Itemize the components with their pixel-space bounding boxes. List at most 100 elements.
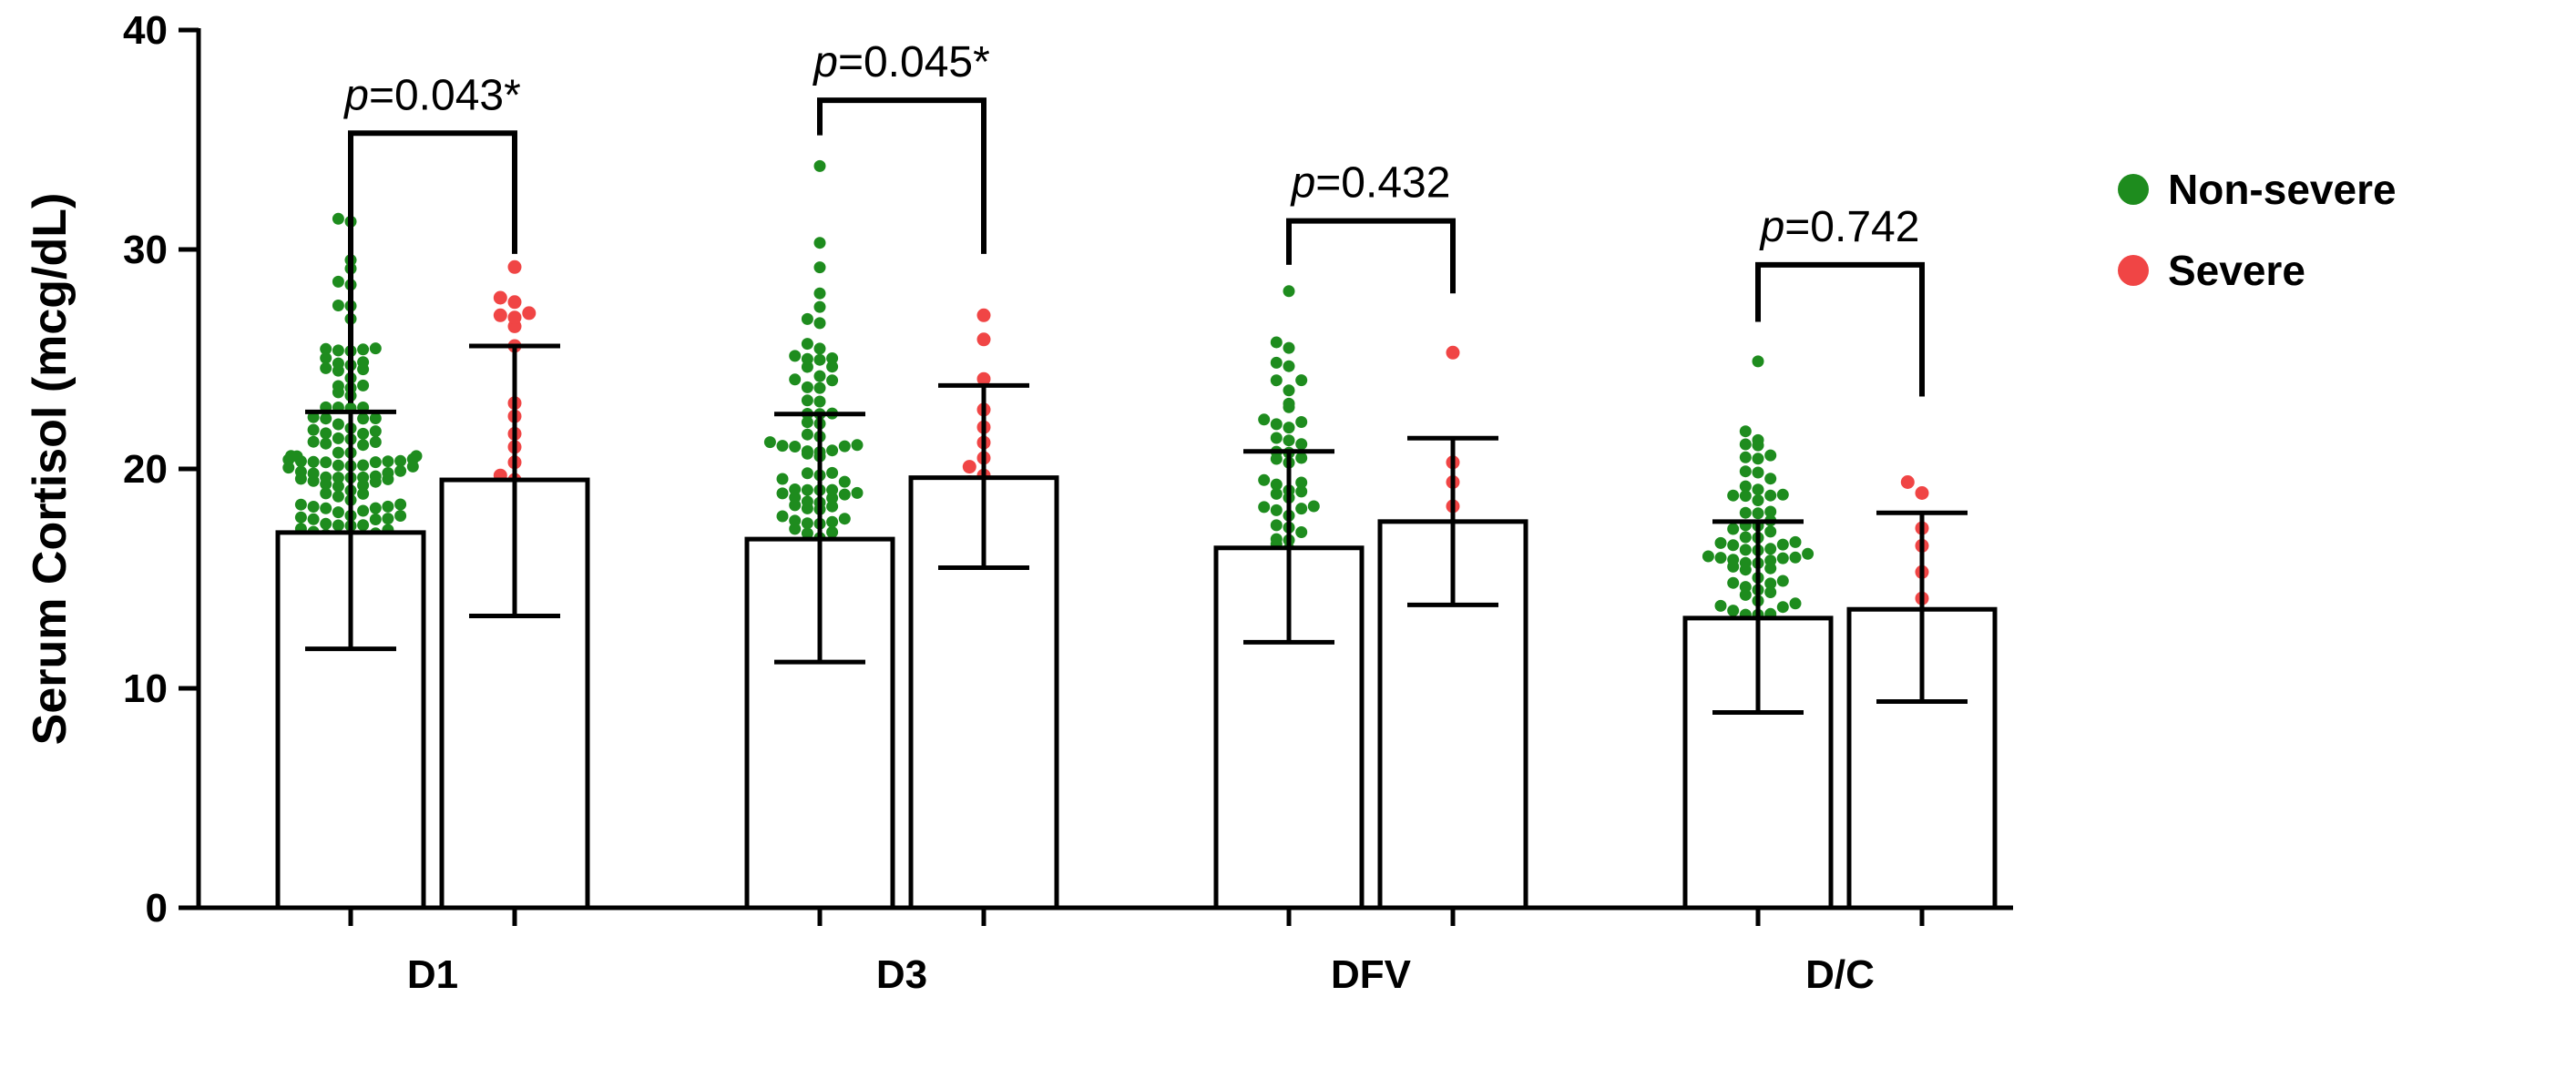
- data-point-non-severe: [838, 440, 851, 453]
- data-point-non-severe: [826, 526, 839, 538]
- data-point-non-severe: [320, 351, 332, 364]
- p-value-prefix: p: [342, 71, 369, 119]
- x-category-label: DFV: [1331, 952, 1412, 997]
- data-point-non-severe: [1764, 586, 1777, 598]
- data-point-non-severe: [1739, 531, 1752, 544]
- data-point-non-severe: [851, 439, 864, 452]
- data-point-non-severe: [1283, 397, 1295, 410]
- data-point-non-severe: [801, 338, 813, 351]
- data-point-non-severe: [1752, 433, 1764, 446]
- legend-label: Severe: [2168, 247, 2305, 294]
- data-point-non-severe: [1270, 418, 1283, 431]
- data-point-non-severe: [1258, 413, 1271, 426]
- data-point-non-severe: [382, 455, 394, 468]
- data-point-non-severe: [801, 416, 813, 429]
- data-point-non-severe: [320, 517, 332, 530]
- data-point-non-severe: [1283, 434, 1295, 447]
- data-point-non-severe: [332, 300, 344, 311]
- data-point-non-severe: [357, 519, 370, 532]
- data-point-non-severe: [1727, 554, 1740, 566]
- data-point-severe: [493, 308, 507, 322]
- data-point-non-severe: [1739, 544, 1752, 556]
- data-point-non-severe: [851, 486, 864, 499]
- data-point-non-severe: [1764, 489, 1777, 502]
- data-point-non-severe: [1270, 478, 1283, 491]
- data-point-severe: [507, 259, 522, 274]
- data-point-non-severe: [1295, 416, 1308, 428]
- data-point-non-severe: [357, 471, 370, 483]
- data-point-non-severe: [813, 395, 826, 408]
- data-point-non-severe: [826, 500, 839, 513]
- data-point-non-severe: [1714, 599, 1727, 612]
- data-point-non-severe: [357, 427, 370, 440]
- data-point-non-severe: [394, 510, 407, 522]
- data-point-non-severe: [320, 412, 332, 425]
- data-point-non-severe: [382, 513, 394, 525]
- data-point-non-severe: [789, 441, 802, 453]
- data-point-non-severe: [801, 495, 813, 508]
- data-point-non-severe: [357, 343, 370, 356]
- data-point-non-severe: [1283, 384, 1295, 397]
- data-point-non-severe: [1283, 285, 1295, 298]
- data-point-non-severe: [838, 488, 851, 501]
- legend-marker-severe: [2118, 255, 2149, 286]
- x-category-label: D/C: [1805, 952, 1875, 997]
- data-point-non-severe: [382, 500, 394, 513]
- data-point-non-severe: [826, 361, 839, 373]
- data-point-non-severe: [307, 411, 320, 423]
- data-point-non-severe: [1789, 597, 1802, 610]
- data-point-non-severe: [1764, 505, 1777, 518]
- data-point-non-severe: [801, 394, 813, 407]
- data-point-non-severe: [332, 490, 344, 503]
- data-point-non-severe: [394, 464, 407, 477]
- y-tick-label: 30: [123, 228, 168, 272]
- data-point-non-severe: [813, 237, 826, 249]
- data-point-non-severe: [1739, 465, 1752, 478]
- data-point-non-severe: [826, 483, 839, 496]
- data-point-non-severe: [294, 511, 307, 524]
- legend-label: Non-severe: [2168, 166, 2397, 213]
- data-point-non-severe: [813, 370, 826, 382]
- data-point-non-severe: [1752, 466, 1764, 479]
- data-point-non-severe: [332, 380, 344, 392]
- data-point-non-severe: [1739, 556, 1752, 569]
- data-point-non-severe: [1727, 523, 1740, 535]
- data-point-non-severe: [801, 467, 813, 480]
- data-point-non-severe: [763, 436, 776, 449]
- p-value-label: p=0.043*: [342, 71, 521, 119]
- data-point-non-severe: [320, 342, 332, 355]
- data-point-severe: [976, 332, 991, 347]
- data-point-non-severe: [332, 275, 344, 288]
- data-point-non-severe: [1776, 538, 1789, 551]
- y-tick-label: 40: [123, 8, 168, 53]
- data-point-non-severe: [801, 428, 813, 441]
- data-point-non-severe: [1270, 374, 1283, 387]
- data-point-non-severe: [1283, 360, 1295, 372]
- p-value-prefix: p: [812, 38, 838, 86]
- data-point-non-severe: [357, 379, 370, 392]
- data-point-non-severe: [1295, 452, 1308, 464]
- data-point-non-severe: [801, 483, 813, 496]
- data-point-non-severe: [1258, 501, 1271, 514]
- significance-bracket: [1286, 218, 1456, 294]
- data-point-non-severe: [357, 459, 370, 472]
- data-point-non-severe: [776, 510, 789, 523]
- y-tick-label: 20: [123, 447, 168, 492]
- data-point-non-severe: [1739, 581, 1752, 594]
- p-value-label: p=0.742: [1759, 203, 1920, 251]
- data-point-severe: [1446, 345, 1460, 360]
- data-point-non-severe: [332, 418, 344, 431]
- data-point-non-severe: [801, 381, 813, 393]
- data-point-non-severe: [1739, 451, 1752, 463]
- p-value-text: =0.045*: [838, 38, 990, 86]
- data-point-non-severe: [369, 342, 382, 355]
- data-point-non-severe: [1739, 438, 1752, 451]
- data-point-non-severe: [1802, 547, 1814, 560]
- data-point-non-severe: [320, 361, 332, 374]
- data-point-non-severe: [1764, 473, 1777, 485]
- data-point-non-severe: [789, 483, 802, 495]
- data-point-non-severe: [813, 342, 826, 355]
- data-point-non-severe: [1739, 490, 1752, 503]
- data-point-non-severe: [776, 487, 789, 500]
